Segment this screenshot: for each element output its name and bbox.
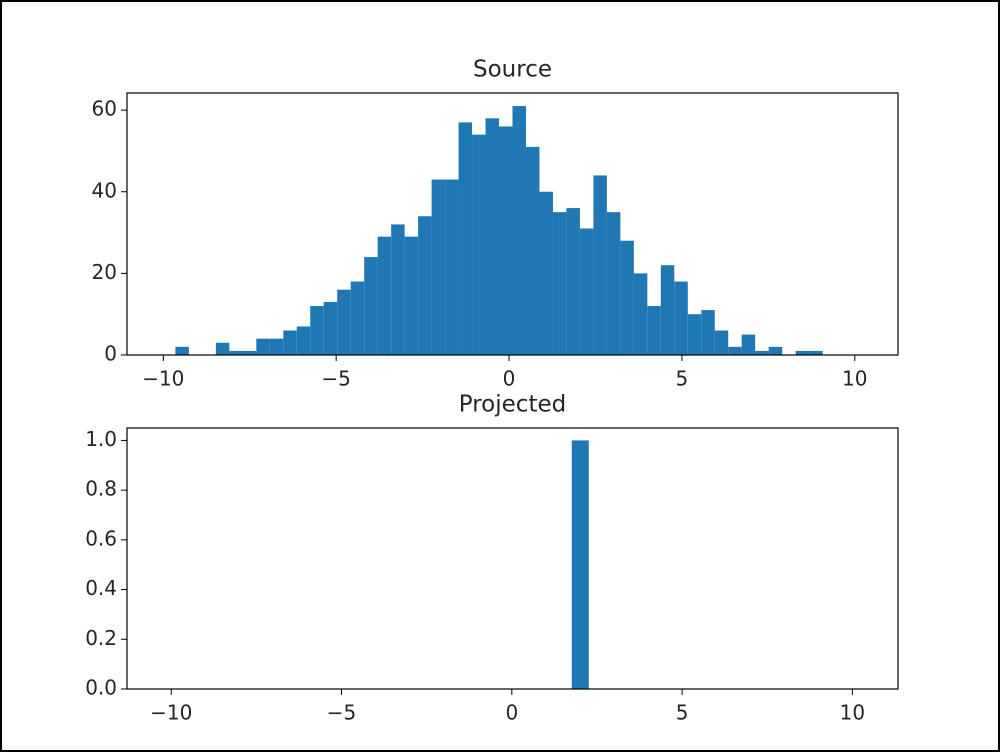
- x-tick-label: 10: [842, 367, 867, 391]
- bar: [566, 208, 580, 355]
- bar: [242, 350, 257, 355]
- x-tick-label: 10: [840, 701, 865, 725]
- bar: [445, 179, 459, 355]
- bar: [512, 106, 526, 355]
- y-tick-label: 0.2: [85, 626, 117, 650]
- bar: [337, 289, 351, 355]
- bar: [296, 326, 311, 355]
- bar: [593, 175, 607, 355]
- bar: [755, 350, 769, 355]
- bar: [579, 228, 594, 355]
- bar: [283, 330, 297, 355]
- x-tick-label: −10: [150, 701, 192, 725]
- bar: [620, 240, 634, 355]
- bar: [714, 330, 729, 355]
- y-tick-label: 0.8: [85, 477, 117, 501]
- y-tick-label: 0: [104, 342, 117, 366]
- bar: [377, 236, 392, 355]
- chart-title: Projected: [459, 392, 566, 418]
- bar: [323, 301, 338, 355]
- bar: [674, 281, 688, 355]
- bar: [647, 306, 661, 355]
- x-tick-label: 5: [676, 701, 689, 725]
- bar: [741, 334, 756, 355]
- bar: [215, 342, 230, 355]
- x-tick-label: 0: [505, 701, 518, 725]
- bar: [633, 273, 648, 355]
- y-tick-label: 0.6: [85, 526, 117, 550]
- bar: [571, 440, 589, 689]
- bar: [418, 216, 432, 355]
- y-tick-label: 60: [92, 97, 117, 121]
- bar: [687, 314, 702, 355]
- bar: [269, 338, 284, 355]
- y-tick-label: 20: [92, 260, 117, 284]
- y-tick-label: 40: [92, 178, 117, 202]
- bar: [472, 134, 486, 355]
- y-tick-label: 1.0: [85, 427, 117, 451]
- bar: [660, 265, 675, 355]
- bar: [809, 350, 823, 355]
- bar: [701, 310, 715, 355]
- bar: [310, 306, 324, 355]
- bar: [606, 212, 621, 355]
- bar: [458, 122, 473, 355]
- x-tick-label: −10: [142, 367, 184, 391]
- bar: [404, 236, 419, 355]
- bar: [728, 346, 742, 355]
- bar: [364, 257, 378, 355]
- axes-frame: [126, 92, 899, 356]
- bar: [256, 338, 270, 355]
- y-tick-label: 0.0: [85, 676, 117, 700]
- bar: [175, 346, 189, 355]
- bar: [552, 212, 567, 355]
- bar: [525, 146, 540, 355]
- x-tick-label: 0: [503, 367, 516, 391]
- axes-frame: [126, 427, 899, 690]
- bar: [431, 179, 446, 355]
- y-tick-label: 0.4: [85, 576, 117, 600]
- bar: [539, 191, 553, 355]
- x-tick-label: −5: [327, 701, 356, 725]
- bar: [768, 346, 783, 355]
- bar: [350, 281, 365, 355]
- bar: [499, 126, 513, 355]
- x-tick-label: 5: [676, 367, 689, 391]
- bar: [391, 224, 405, 355]
- bar: [795, 350, 810, 355]
- chart-title: Source: [473, 57, 552, 83]
- bar: [485, 118, 500, 355]
- bar: [229, 350, 243, 355]
- x-tick-label: −5: [321, 367, 350, 391]
